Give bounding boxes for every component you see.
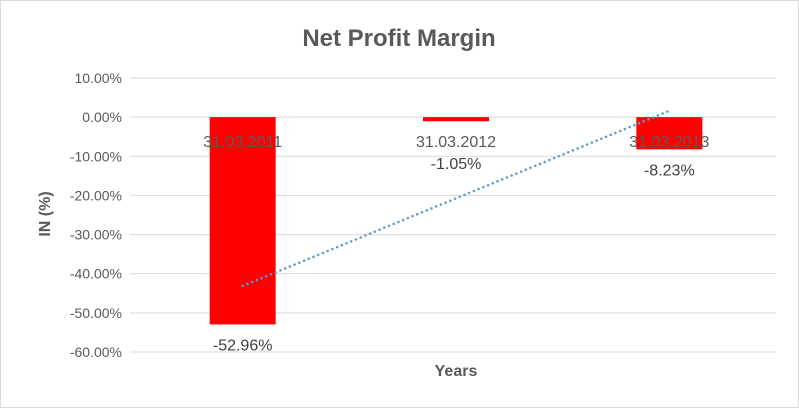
y-tick-label: -40.00% (70, 266, 122, 282)
trendline (241, 109, 671, 288)
data-label: -8.23% (644, 162, 695, 179)
data-label: -1.05% (431, 156, 482, 173)
data-label: -52.96% (213, 337, 273, 354)
bar (209, 117, 276, 325)
y-tick-label: -30.00% (70, 227, 122, 243)
bar (423, 117, 489, 122)
x-tick-label: 31.03.2013 (629, 134, 709, 151)
y-tick-label: 10.00% (75, 70, 122, 86)
y-tick-label: -10.00% (70, 148, 122, 164)
y-tick-label: 0.00% (82, 109, 122, 125)
x-axis-label: Years (435, 363, 478, 380)
y-tick-label: -60.00% (70, 344, 122, 360)
x-tick-label: 31.03.2011 (203, 134, 282, 151)
y-axis-label: IN (%) (37, 191, 54, 236)
y-tick-label: -20.00% (70, 187, 122, 203)
bar (636, 117, 703, 150)
x-tick-label: 31.03.2012 (416, 134, 496, 151)
chart-title: Net Profit Margin (302, 25, 495, 52)
y-tick-label: -50.00% (70, 305, 122, 321)
